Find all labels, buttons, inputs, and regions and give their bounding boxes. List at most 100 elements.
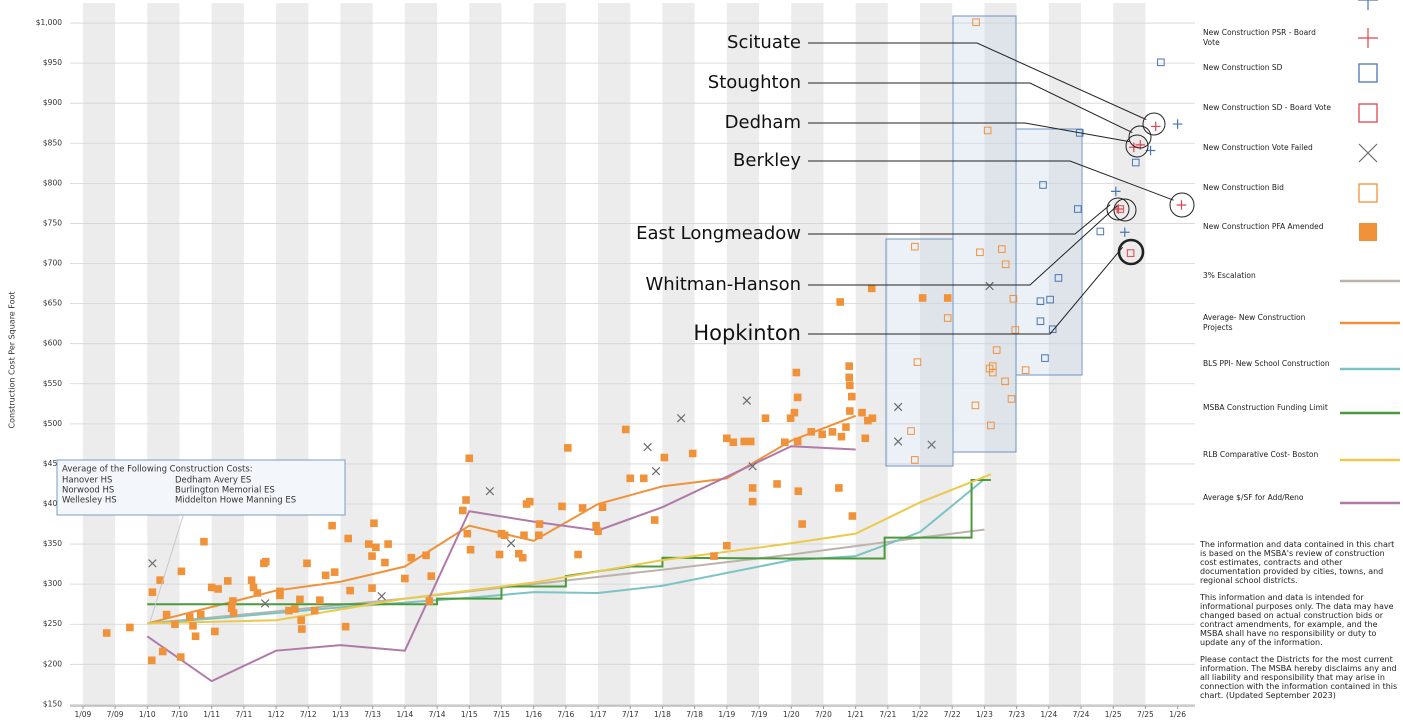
band (791, 3, 824, 706)
filled-square-marker (864, 416, 872, 425)
x-marker (893, 402, 903, 412)
filled-square-marker (465, 454, 474, 463)
x-tick-label: 1/18 (654, 710, 671, 719)
y-tick-label: $850 (43, 138, 62, 147)
y-tick-label: $300 (43, 579, 62, 588)
filled-square-marker (598, 503, 607, 512)
x-tick-label: 1/14 (396, 710, 413, 719)
band (984, 3, 1017, 706)
filled-square-marker (520, 531, 528, 540)
filled-square-marker (837, 432, 846, 441)
legend-filled-square (1359, 223, 1377, 241)
square-marker (972, 18, 980, 27)
filled-square-marker (463, 529, 472, 538)
filled-square-marker (253, 589, 262, 597)
filled-square-marker (261, 557, 270, 566)
filled-square-marker (229, 609, 238, 617)
filled-square-marker (790, 408, 799, 417)
legend-label: New Construction SD (1203, 63, 1283, 72)
filled-square-marker (868, 414, 877, 423)
filled-square-marker (372, 543, 380, 552)
filled-square-marker (189, 622, 197, 630)
x-marker (676, 414, 686, 423)
y-tick-label: $600 (43, 339, 62, 348)
note-box-item: Burlington Memorial ES (175, 486, 275, 496)
x-marker (260, 599, 270, 608)
y-tick-label: $650 (43, 299, 62, 308)
filled-square-marker (535, 531, 543, 540)
square-marker (1009, 294, 1018, 303)
filled-square-marker (858, 408, 866, 417)
plus-marker (1172, 119, 1183, 129)
x-tick-label: 7/21 (879, 710, 896, 719)
square-marker (1039, 181, 1047, 189)
square-marker (911, 456, 919, 464)
y-tick-label: $700 (43, 259, 62, 268)
filled-square-marker (211, 627, 219, 636)
x-tick-label: 1/21 (847, 710, 864, 719)
filled-square-marker (847, 392, 856, 401)
filled-square-marker (341, 622, 350, 631)
filled-square-marker (162, 610, 171, 619)
series-line (147, 478, 991, 606)
y-tick-label: $1,000 (36, 18, 62, 27)
square-marker (1131, 158, 1140, 167)
legend-label: RLB Comparative Cost- Boston (1203, 450, 1319, 459)
filled-square-marker (407, 553, 416, 562)
filled-square-marker (425, 597, 434, 605)
filled-square-marker (845, 373, 853, 382)
filled-square-marker (298, 625, 306, 633)
legend-label: New Construction SD - Board Vote (1203, 103, 1332, 112)
x-tick-label: 1/24 (1040, 710, 1057, 719)
series-line (146, 445, 856, 683)
filled-square-marker (200, 537, 208, 546)
filled-square-marker (126, 623, 134, 632)
y-tick-label: $450 (43, 459, 62, 468)
filled-square-marker (518, 553, 527, 562)
filled-square-marker (276, 591, 284, 600)
filled-square-marker (578, 504, 587, 512)
legend-label: New Construction PFA Amended (1203, 222, 1324, 231)
square-marker (943, 314, 952, 322)
x-marker (748, 462, 757, 471)
note-box-title: Average of the Following Construction Co… (62, 465, 253, 475)
filled-square-marker (207, 583, 216, 592)
x-tick-label: 7/13 (364, 710, 381, 719)
filled-square-marker (156, 576, 164, 584)
filled-square-marker (723, 541, 731, 550)
filled-square-marker (845, 362, 853, 370)
filled-square-marker (247, 576, 256, 584)
filled-square-marker (688, 449, 697, 458)
filled-square-marker (793, 437, 802, 446)
filled-square-marker (639, 474, 648, 483)
x-tick-label: 7/09 (107, 710, 124, 719)
x-tick-label: 7/25 (1137, 710, 1154, 719)
x-tick-label: 7/16 (557, 710, 574, 719)
filled-square-marker (381, 558, 389, 567)
square-marker (988, 362, 997, 370)
filled-square-marker (330, 568, 339, 576)
y-tick-label: $350 (43, 539, 62, 548)
x-marker (485, 486, 495, 496)
legend-square (1358, 63, 1378, 83)
callout-line (808, 122, 1130, 143)
x-tick-label: 7/18 (686, 710, 703, 719)
legend-plus (1358, 28, 1378, 48)
filled-square-marker (459, 506, 467, 515)
callout-label: Dedham (725, 112, 801, 133)
y-tick-label: $800 (43, 178, 62, 187)
x-marker (643, 442, 652, 452)
note-box-item: Hanover HS (62, 476, 112, 486)
square-marker (911, 242, 919, 251)
callout-label: Stoughton (708, 72, 801, 93)
filled-square-marker (227, 604, 236, 613)
band (726, 3, 760, 706)
filled-square-marker (846, 381, 854, 390)
filled-square-marker (158, 647, 167, 656)
square-marker (1036, 297, 1045, 305)
x-tick-label: 7/12 (300, 710, 317, 719)
callout-circle (1169, 192, 1195, 218)
filled-square-marker (177, 567, 186, 576)
